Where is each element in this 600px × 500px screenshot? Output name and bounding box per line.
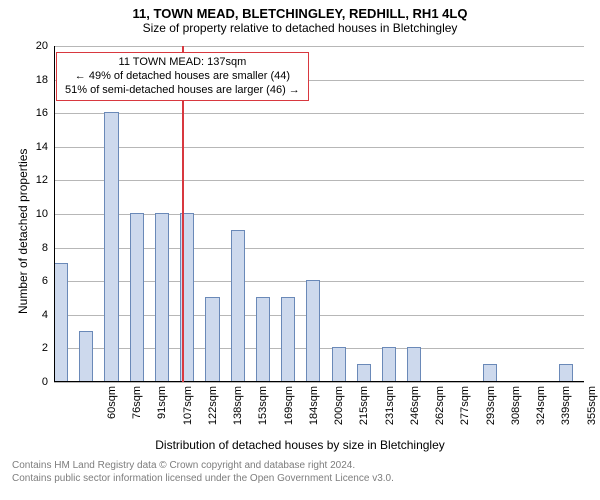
xtick-label: 60sqm bbox=[106, 386, 118, 436]
xtick-label: 262sqm bbox=[434, 386, 446, 436]
ytick-label: 4 bbox=[42, 309, 54, 321]
xtick-label: 246sqm bbox=[409, 386, 421, 436]
property-size-chart: 11, TOWN MEAD, BLETCHINGLEY, REDHILL, RH… bbox=[0, 0, 600, 500]
ytick-label: 16 bbox=[36, 107, 54, 119]
xtick-label: 324sqm bbox=[535, 386, 547, 436]
xtick-label: 293sqm bbox=[485, 386, 497, 436]
ytick-label: 14 bbox=[36, 141, 54, 153]
histogram-bar bbox=[306, 280, 320, 382]
annotation-line: 51% of semi-detached houses are larger (… bbox=[65, 84, 300, 98]
x-axis-label: Distribution of detached houses by size … bbox=[0, 438, 600, 452]
ytick-label: 18 bbox=[36, 74, 54, 86]
xtick-label: 153sqm bbox=[257, 386, 269, 436]
chart-sub-title: Size of property relative to detached ho… bbox=[0, 21, 600, 35]
xtick-label: 277sqm bbox=[459, 386, 471, 436]
xtick-label: 339sqm bbox=[560, 386, 572, 436]
histogram-bar bbox=[559, 364, 573, 382]
histogram-bar bbox=[332, 347, 346, 382]
ytick-label: 12 bbox=[36, 174, 54, 186]
histogram-bar bbox=[79, 331, 93, 382]
histogram-bar bbox=[155, 213, 169, 382]
xtick-label: 215sqm bbox=[358, 386, 370, 436]
annotation-line: 11 TOWN MEAD: 137sqm bbox=[65, 56, 300, 70]
xtick-label: 91sqm bbox=[156, 386, 168, 436]
gridline bbox=[54, 382, 584, 383]
histogram-bar bbox=[256, 297, 270, 382]
attribution-line-2: Contains public sector information licen… bbox=[12, 473, 600, 486]
chart-super-title: 11, TOWN MEAD, BLETCHINGLEY, REDHILL, RH… bbox=[0, 0, 600, 21]
histogram-bar bbox=[281, 297, 295, 382]
xtick-label: 355sqm bbox=[586, 386, 598, 436]
ytick-label: 8 bbox=[42, 242, 54, 254]
histogram-bar bbox=[130, 213, 144, 382]
annotation-box: 11 TOWN MEAD: 137sqm← 49% of detached ho… bbox=[56, 52, 309, 101]
histogram-bar bbox=[231, 230, 245, 382]
histogram-bar bbox=[382, 347, 396, 382]
histogram-bar bbox=[104, 112, 118, 382]
gridline bbox=[54, 46, 584, 47]
xtick-label: 107sqm bbox=[182, 386, 194, 436]
plot-area: 0246810121416182060sqm76sqm91sqm107sqm12… bbox=[54, 46, 584, 382]
xtick-label: 308sqm bbox=[510, 386, 522, 436]
ytick-label: 10 bbox=[36, 208, 54, 220]
xtick-label: 138sqm bbox=[232, 386, 244, 436]
gridline bbox=[54, 180, 584, 181]
annotation-line: ← 49% of detached houses are smaller (44… bbox=[65, 70, 300, 84]
histogram-bar bbox=[54, 263, 68, 382]
xtick-label: 169sqm bbox=[283, 386, 295, 436]
ytick-label: 2 bbox=[42, 342, 54, 354]
xtick-label: 200sqm bbox=[333, 386, 345, 436]
histogram-bar bbox=[357, 364, 371, 382]
y-axis-line bbox=[54, 46, 55, 382]
xtick-label: 231sqm bbox=[384, 386, 396, 436]
xtick-label: 76sqm bbox=[131, 386, 143, 436]
histogram-bar bbox=[205, 297, 219, 382]
gridline bbox=[54, 147, 584, 148]
histogram-bar bbox=[407, 347, 421, 382]
ytick-label: 0 bbox=[42, 376, 54, 388]
y-axis-label: Number of detached properties bbox=[16, 149, 30, 314]
xtick-label: 122sqm bbox=[207, 386, 219, 436]
attribution-line-1: Contains HM Land Registry data © Crown c… bbox=[12, 460, 600, 473]
histogram-bar bbox=[483, 364, 497, 382]
gridline bbox=[54, 113, 584, 114]
ytick-label: 6 bbox=[42, 275, 54, 287]
xtick-label: 184sqm bbox=[308, 386, 320, 436]
attribution-text: Contains HM Land Registry data © Crown c… bbox=[0, 460, 600, 485]
x-axis-line bbox=[54, 381, 584, 382]
ytick-label: 20 bbox=[36, 40, 54, 52]
